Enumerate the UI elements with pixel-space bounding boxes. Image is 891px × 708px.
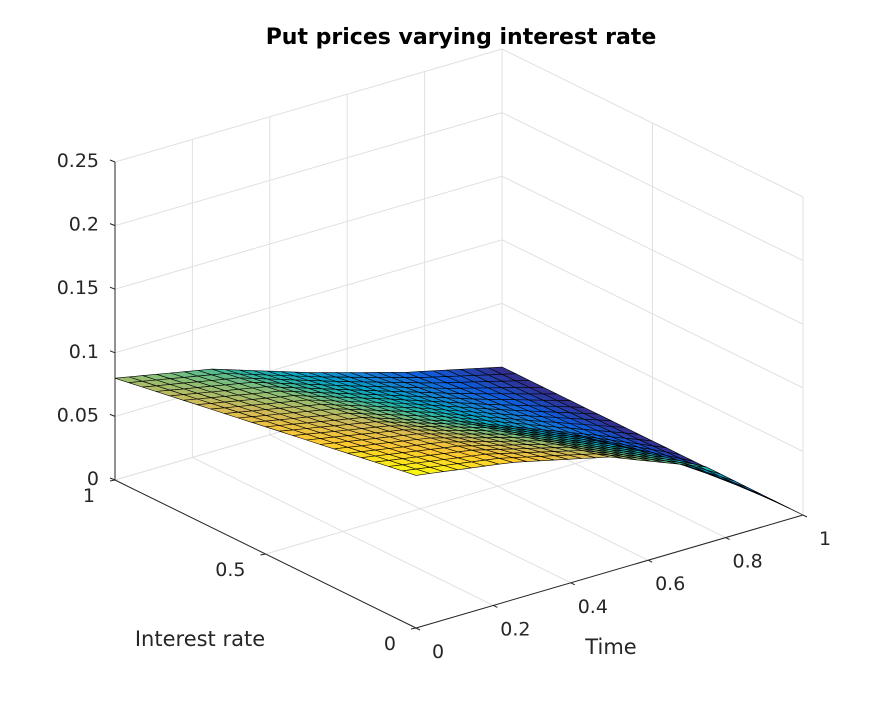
grid-line	[501, 112, 804, 262]
grid-line	[501, 175, 804, 325]
x-tick-label: 1	[819, 528, 831, 550]
x-tick-label: 0.6	[655, 573, 685, 595]
x-tick-label: 0.8	[732, 551, 762, 573]
z-tick-mark	[109, 159, 116, 163]
z-tick-label: 0.25	[57, 150, 99, 172]
grid-line	[114, 175, 503, 290]
grid-line	[265, 440, 653, 555]
surface-plot	[114, 366, 804, 516]
x-tick-mark	[802, 514, 808, 518]
z-tick-label: 0.05	[57, 404, 99, 426]
y-tick-label: 1	[83, 485, 95, 507]
x-tick-label: 0.4	[578, 596, 608, 618]
x-tick-label: 0.2	[500, 618, 530, 640]
surface-patch	[720, 476, 748, 488]
y-axis-label: Interest rate	[135, 627, 265, 651]
grid-line	[114, 112, 503, 227]
x-tick-mark	[570, 582, 576, 586]
z-tick-mark	[109, 223, 116, 227]
y-tick-mark	[410, 627, 417, 630]
y-tick-mark	[260, 553, 266, 556]
grid-line	[501, 239, 804, 389]
grid-line	[501, 302, 804, 452]
z-tick-label: 0.15	[57, 277, 99, 299]
x-axis-label: Time	[584, 635, 636, 659]
x-tick-mark	[647, 559, 653, 563]
x-tick-mark	[725, 537, 730, 541]
surface-patch	[706, 469, 735, 481]
surface-patch	[733, 482, 762, 495]
x-tick-mark	[493, 604, 498, 608]
z-tick-mark	[109, 477, 116, 481]
x-tick-mark	[415, 627, 421, 631]
y-tick-label: 0.5	[215, 559, 245, 581]
z-tick-label: 0.2	[69, 214, 99, 236]
x-tick-label: 0	[432, 641, 444, 663]
surface-patch	[402, 468, 430, 476]
z-tick-mark	[109, 350, 116, 354]
z-tick-label: 0	[87, 468, 99, 490]
grid	[114, 48, 804, 629]
z-tick-mark	[109, 286, 116, 290]
grid-line	[501, 48, 804, 198]
grid-line	[114, 48, 503, 163]
x-axis-line	[415, 514, 804, 629]
y-tick-label: 0	[384, 633, 396, 655]
z-tick-label: 0.1	[69, 341, 99, 363]
z-tick-mark	[109, 413, 116, 417]
chart-title: Put prices varying interest rate	[266, 25, 657, 50]
grid-line	[114, 239, 503, 354]
